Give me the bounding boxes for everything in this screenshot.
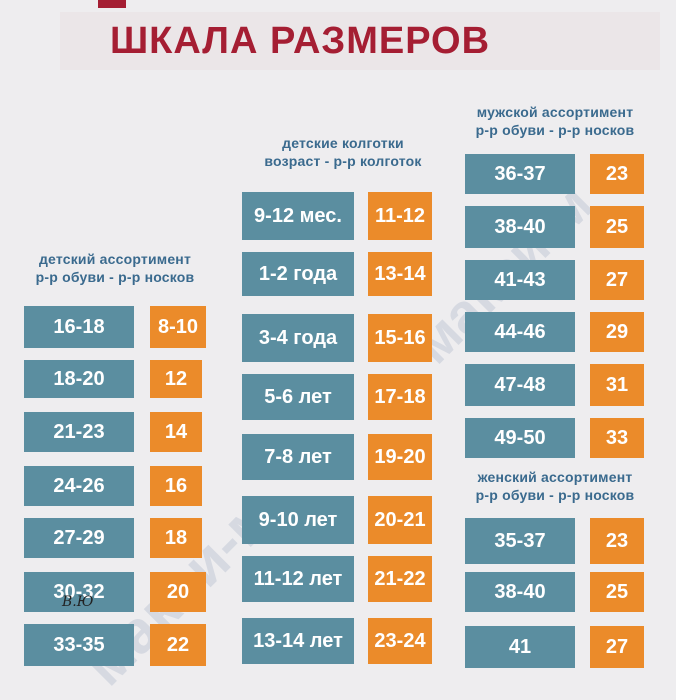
- children-sock-size: 16: [150, 466, 202, 506]
- tights-size: 21-22: [368, 556, 432, 602]
- children-shoe-size: 16-18: [24, 306, 134, 348]
- children-sock-size: 18: [150, 518, 202, 558]
- women-shoe-size: 38-40: [465, 572, 575, 612]
- title-accent-bar: [98, 0, 126, 8]
- men-shoe-size: 36-37: [465, 154, 575, 194]
- women-heading-line-1: женский ассортимент: [477, 469, 633, 485]
- children-shoe-size: 30-32: [24, 572, 134, 612]
- children-sock-size: 14: [150, 412, 202, 452]
- tights-size: 23-24: [368, 618, 432, 664]
- men-sock-size: 23: [590, 154, 644, 194]
- tights-heading: детские колготки возраст - р-р колготок: [238, 134, 448, 170]
- men-sock-size: 27: [590, 260, 644, 300]
- page-title: ШКАЛА РАЗМЕРОВ: [60, 12, 660, 70]
- men-sock-size: 25: [590, 206, 644, 248]
- tights-age: 9-10 лет: [242, 496, 354, 544]
- women-heading-line-2: р-р обуви - р-р носков: [475, 487, 635, 503]
- tights-size: 17-18: [368, 374, 432, 420]
- tights-heading-line-1: детские колготки: [282, 135, 404, 151]
- men-shoe-size: 44-46: [465, 312, 575, 352]
- children-shoe-size: 21-23: [24, 412, 134, 452]
- handwritten-signature: В.Ю: [62, 594, 94, 610]
- tights-age: 5-6 лет: [242, 374, 354, 420]
- men-shoe-size: 38-40: [465, 206, 575, 248]
- men-sock-size: 31: [590, 364, 644, 406]
- tights-age: 1-2 года: [242, 252, 354, 296]
- children-heading-line-2: р-р обуви - р-р носков: [35, 269, 195, 285]
- children-sock-size: 22: [150, 624, 206, 666]
- tights-size: 11-12: [368, 192, 432, 240]
- men-shoe-size: 49-50: [465, 418, 575, 458]
- tights-size: 20-21: [368, 496, 432, 544]
- children-heading: детский ассортимент р-р обуви - р-р носк…: [10, 250, 220, 286]
- children-heading-line-1: детский ассортимент: [38, 251, 192, 267]
- tights-age: 9-12 мес.: [242, 192, 354, 240]
- children-shoe-size: 24-26: [24, 466, 134, 506]
- children-sock-size: 12: [150, 360, 202, 398]
- tights-size: 15-16: [368, 314, 432, 362]
- tights-age: 7-8 лет: [242, 434, 354, 480]
- men-heading: мужской ассортимент р-р обуви - р-р носк…: [450, 103, 660, 139]
- children-shoe-size: 27-29: [24, 518, 134, 558]
- women-shoe-size: 41: [465, 626, 575, 668]
- women-sock-size: 27: [590, 626, 644, 668]
- women-sock-size: 23: [590, 518, 644, 564]
- men-sock-size: 33: [590, 418, 644, 458]
- men-shoe-size: 47-48: [465, 364, 575, 406]
- tights-size: 13-14: [368, 252, 432, 296]
- men-heading-line-2: р-р обуви - р-р носков: [475, 122, 635, 138]
- men-shoe-size: 41-43: [465, 260, 575, 300]
- children-shoe-size: 18-20: [24, 360, 134, 398]
- tights-age: 3-4 года: [242, 314, 354, 362]
- children-sock-size: 8-10: [150, 306, 206, 348]
- women-sock-size: 25: [590, 572, 644, 612]
- children-sock-size: 20: [150, 572, 206, 612]
- tights-heading-line-2: возраст - р-р колготок: [264, 153, 422, 169]
- tights-size: 19-20: [368, 434, 432, 480]
- men-sock-size: 29: [590, 312, 644, 352]
- men-heading-line-1: мужской ассортимент: [476, 104, 634, 120]
- children-shoe-size: 33-35: [24, 624, 134, 666]
- tights-age: 11-12 лет: [242, 556, 354, 602]
- tights-age: 13-14 лет: [242, 618, 354, 664]
- women-heading: женский ассортимент р-р обуви - р-р носк…: [450, 468, 660, 504]
- women-shoe-size: 35-37: [465, 518, 575, 564]
